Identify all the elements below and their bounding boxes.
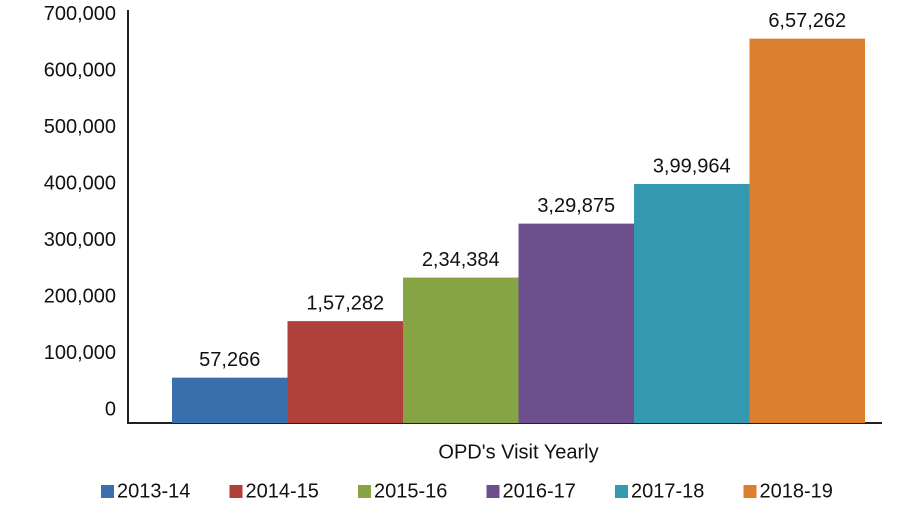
y-tick-label: 300,000: [44, 229, 116, 251]
bar: [172, 377, 288, 423]
data-label: 6,57,262: [768, 10, 846, 32]
y-tick-label: 0: [105, 398, 116, 420]
legend-swatch: [743, 485, 757, 498]
x-tick-label: OPD's Visit Yearly: [438, 441, 598, 463]
y-tick-label: 100,000: [44, 342, 116, 364]
y-tick-label: 700,000: [44, 3, 116, 25]
legend-swatch: [101, 485, 114, 498]
y-tick-label: 400,000: [44, 172, 116, 194]
legend-label: 2018-19: [760, 480, 833, 502]
data-label: 1,57,282: [306, 292, 384, 314]
legend-swatch: [486, 485, 500, 498]
bar: [749, 38, 865, 423]
bar: [634, 184, 750, 423]
data-label: 3,29,875: [537, 195, 615, 217]
legend-swatch: [615, 485, 628, 498]
y-tick-label: 200,000: [44, 285, 116, 307]
legend-label: 2015-16: [374, 480, 447, 502]
data-label: 2,34,384: [422, 249, 500, 271]
legend-label: 2017-18: [631, 480, 704, 502]
bar: [403, 277, 519, 423]
bar: [287, 321, 403, 423]
data-label: 57,266: [199, 349, 260, 371]
legend-swatch: [358, 485, 371, 498]
legend-label: 2013-14: [117, 480, 190, 502]
y-tick-label: 600,000: [44, 59, 116, 81]
legend-swatch: [229, 485, 243, 498]
bar: [518, 223, 634, 423]
y-tick-label: 500,000: [44, 116, 116, 138]
data-label: 3,99,964: [653, 155, 731, 177]
legend-label: 2014-15: [246, 480, 319, 502]
legend-label: 2016-17: [503, 480, 576, 502]
